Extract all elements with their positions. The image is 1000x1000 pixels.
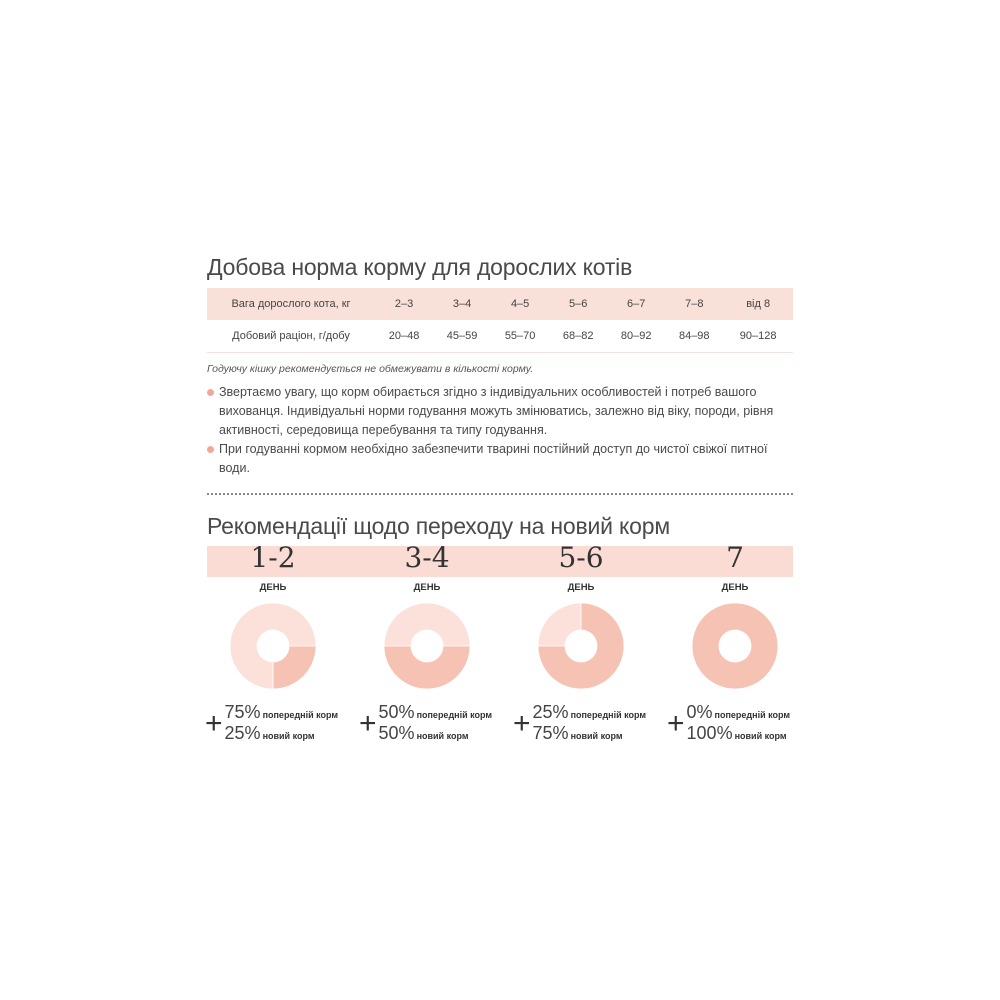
day-label: ДЕНЬ (259, 582, 287, 593)
old-food-segment (383, 602, 471, 647)
day-range: 3-4 (404, 541, 450, 574)
cell: 7–8 (665, 288, 724, 320)
new-food-segment (691, 602, 779, 690)
plus-icon: + (205, 707, 223, 740)
old-label: попередній корм (416, 710, 493, 720)
mix-label: + 50% попередній корм 50% новий корм (359, 702, 493, 744)
old-food-segment (229, 602, 317, 690)
food-mix-donut (537, 602, 625, 690)
cell: 2–3 (375, 288, 434, 320)
weight-row: Вага дорослого кота, кг 2–3 3–4 4–5 5–6 … (207, 288, 793, 320)
new-food-segment (537, 602, 625, 690)
day-range: 1-2 (250, 541, 296, 574)
ration-row: Добовий раціон, г/добу 20–48 45–59 55–70… (207, 320, 793, 353)
nursing-note: Годуючу кішку рекомендується не обмежува… (207, 363, 534, 375)
plus-icon: + (359, 707, 377, 740)
new-pct: 75% (532, 723, 569, 743)
bullet-text: При годуванні кормом необхідно забезпечи… (219, 442, 768, 475)
new-pct: 25% (224, 723, 261, 743)
new-label: новий корм (570, 731, 623, 741)
new-label: новий корм (734, 731, 787, 741)
old-pct: 25% (532, 702, 569, 722)
new-food-segment (383, 645, 471, 690)
transition-title: Рекомендації щодо переходу на новий корм (207, 513, 670, 539)
new-label: новий корм (262, 731, 315, 741)
cell: 45–59 (433, 320, 492, 353)
new-label: новий корм (416, 731, 469, 741)
bullet-dot-icon (207, 446, 214, 453)
cell: 80–92 (607, 320, 666, 353)
mix-label: + 25% попередній корм 75% новий корм (513, 702, 647, 744)
feeding-norm-title: Добова норма корму для дорослих котів (207, 254, 633, 280)
new-food-segment (272, 645, 317, 690)
old-label: попередній корм (262, 710, 339, 720)
old-label: попередній корм (714, 710, 791, 720)
day-label: ДЕНЬ (721, 582, 749, 593)
cell: Вага дорослого кота, кг (207, 288, 375, 320)
new-pct: 50% (378, 723, 415, 743)
cell: 6–7 (607, 288, 666, 320)
cell: 84–98 (665, 320, 724, 353)
cell: 3–4 (433, 288, 492, 320)
old-pct: 0% (686, 702, 713, 722)
mix-label: + 75% попередній корм 25% новий корм (205, 702, 339, 744)
day-range: 5-6 (558, 541, 604, 574)
day-label: ДЕНЬ (567, 582, 595, 593)
divider (207, 493, 793, 495)
cell: 68–82 (549, 320, 608, 353)
cell: 55–70 (491, 320, 550, 353)
old-pct: 50% (378, 702, 415, 722)
food-mix-donut (691, 602, 779, 690)
day-label: ДЕНЬ (413, 582, 441, 593)
cell: Добовий раціон, г/добу (207, 320, 375, 353)
bullet-dot-icon (207, 389, 214, 396)
bullet-text: Звертаємо увагу, що корм обирається згід… (219, 385, 774, 437)
plus-icon: + (513, 707, 531, 740)
plus-icon: + (667, 707, 685, 740)
old-label: попередній корм (570, 710, 647, 720)
bullet-item: Звертаємо увагу, що корм обирається згід… (207, 383, 797, 440)
mix-label: + 0% попередній корм 100% новий корм (667, 702, 791, 744)
cell: від 8 (723, 288, 793, 320)
food-mix-donut (229, 602, 317, 690)
old-food-segment (537, 602, 582, 647)
bullet-item: При годуванні кормом необхідно забезпечи… (207, 440, 797, 478)
cell: 4–5 (491, 288, 550, 320)
cell: 20–48 (375, 320, 434, 353)
day-range: 7 (726, 541, 744, 574)
old-pct: 75% (224, 702, 261, 722)
days-band (207, 546, 793, 577)
new-pct: 100% (686, 723, 733, 743)
feeding-table: Вага дорослого кота, кг 2–3 3–4 4–5 5–6 … (207, 288, 793, 353)
cell: 5–6 (549, 288, 608, 320)
bullet-list: Звертаємо увагу, що корм обирається згід… (207, 383, 797, 478)
food-mix-donut (383, 602, 471, 690)
cell: 90–128 (723, 320, 793, 353)
